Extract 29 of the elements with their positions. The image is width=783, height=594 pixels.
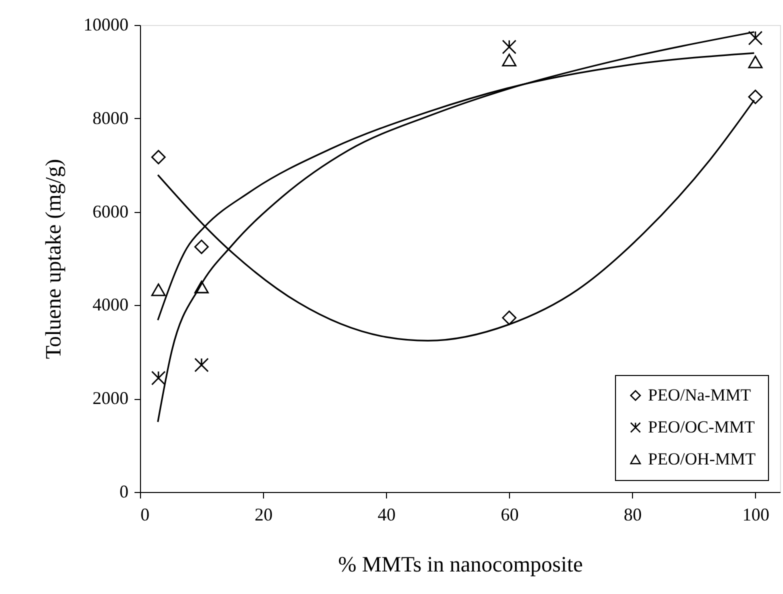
y-tick-label: 4000 [92,294,128,315]
point [502,54,516,66]
point [502,40,516,54]
point [748,90,763,104]
point [194,240,209,254]
legend-label: PEO/OH-MMT [648,450,756,468]
legend-label: PEO/OC-MMT [648,418,756,436]
x-tick-label: 100 [742,504,770,524]
legend-label: PEO/Na-MMT [648,386,752,404]
point [748,56,763,68]
x-tick-label: 0 [140,504,150,524]
point [748,30,763,46]
y-tick-label: 10000 [84,14,128,34]
y-axis-title: Toluene uptake (mg/g) [40,158,66,360]
x-tick-label: 20 [254,504,273,524]
y-tick-label: 2000 [92,388,128,408]
x-tick-label: 80 [624,504,642,524]
y-tick-label: 8000 [92,108,128,128]
point [151,150,166,164]
y-tick-label: 6000 [92,201,128,222]
point [194,280,209,294]
point [502,310,516,326]
point [194,358,209,372]
point [151,370,166,386]
x-axis-title: % MMTs in nanocomposite [338,552,583,576]
x-tick-label: 40 [378,504,396,524]
y-tick-label: 0 [120,482,128,502]
point [151,283,166,296]
x-tick-label: 60 [500,504,519,524]
